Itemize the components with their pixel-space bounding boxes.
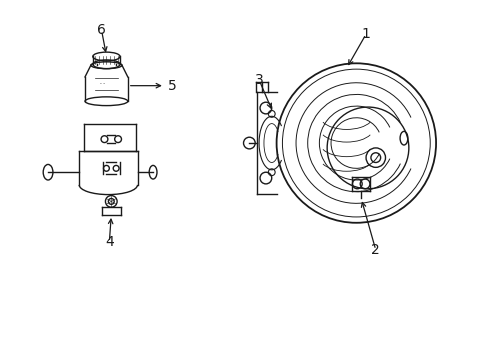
Text: 2: 2 [371,243,379,257]
Text: - -: - - [100,81,105,86]
Text: 5: 5 [168,79,177,93]
Text: 3: 3 [254,73,263,87]
Text: 4: 4 [105,235,114,249]
Text: 6: 6 [97,23,106,37]
Text: 1: 1 [361,27,370,41]
